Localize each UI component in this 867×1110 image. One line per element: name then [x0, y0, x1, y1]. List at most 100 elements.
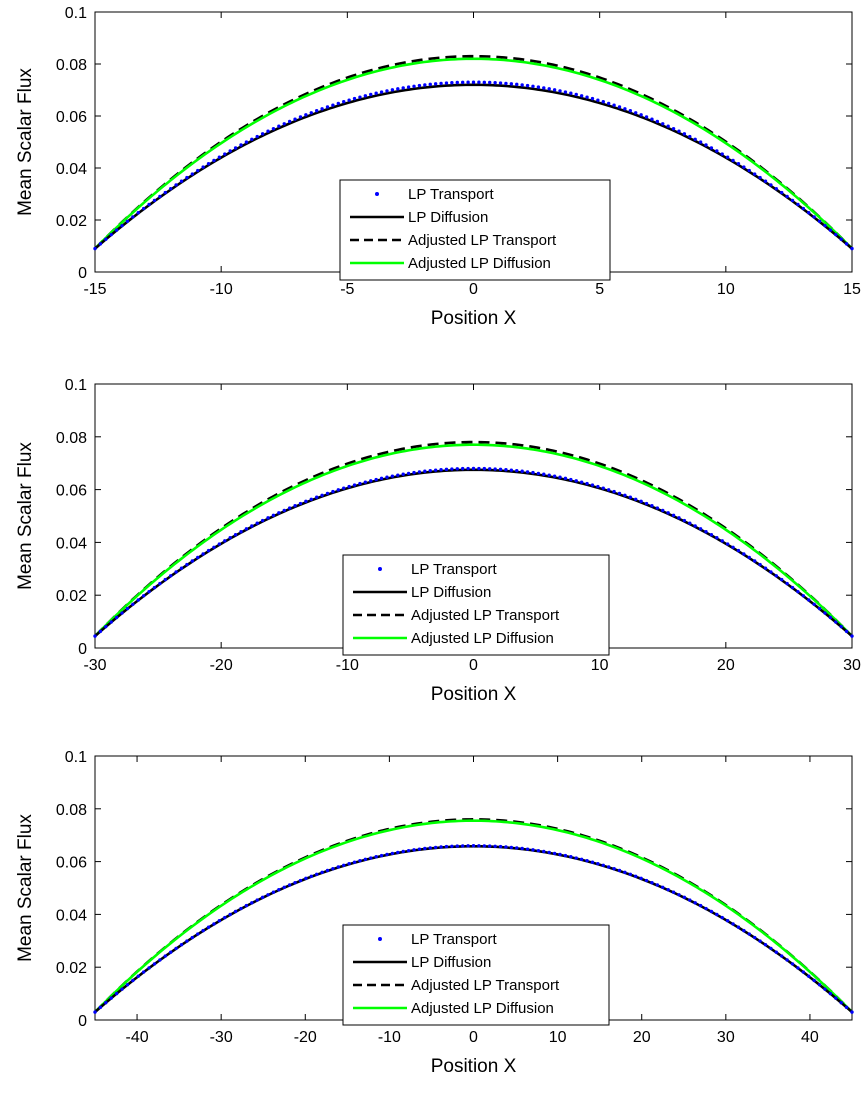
data-point — [136, 211, 140, 215]
data-point — [531, 84, 535, 89]
y-axis-label: Mean Scalar Flux — [15, 68, 36, 216]
data-point — [725, 542, 730, 546]
x-tick-label: -20 — [294, 1029, 317, 1046]
x-tick-label: 0 — [469, 281, 478, 298]
data-point — [628, 109, 633, 113]
data-point — [466, 466, 470, 471]
data-point — [617, 105, 622, 109]
series-line-adj-diffusion — [94, 819, 853, 1013]
data-point — [569, 477, 573, 482]
data-point — [482, 466, 487, 471]
data-point — [471, 844, 476, 848]
data-point — [812, 215, 816, 219]
data-point — [331, 103, 335, 107]
data-point — [688, 134, 692, 139]
data-point — [406, 471, 411, 476]
data-point — [515, 82, 519, 87]
data-point — [720, 152, 724, 156]
y-tick-label: 0.04 — [56, 907, 87, 924]
data-point — [217, 155, 222, 159]
data-point — [379, 853, 384, 858]
data-point — [704, 143, 708, 147]
data-point — [428, 846, 432, 850]
data-point — [239, 530, 243, 534]
data-point — [677, 516, 681, 520]
data-point — [466, 844, 470, 848]
x-tick-label: 10 — [717, 281, 735, 298]
data-point — [606, 488, 611, 492]
data-point — [131, 602, 135, 606]
data-point — [790, 585, 795, 590]
data-point — [812, 978, 816, 983]
data-point — [379, 90, 384, 94]
data-point — [293, 504, 297, 508]
data-point — [450, 81, 454, 85]
data-point — [379, 476, 384, 481]
data-point — [666, 888, 670, 892]
data-point — [709, 909, 714, 914]
data-point — [196, 168, 200, 173]
data-point — [504, 81, 508, 86]
data-point — [509, 468, 514, 472]
data-point — [774, 950, 778, 954]
data-point — [131, 978, 135, 983]
data-point — [309, 497, 313, 501]
data-point — [277, 888, 281, 892]
data-point — [493, 467, 497, 471]
data-point — [655, 119, 660, 124]
data-point — [498, 844, 503, 849]
data-point — [774, 186, 778, 191]
legend-label: Adjusted LP Transport — [408, 232, 557, 249]
data-point — [639, 876, 643, 881]
x-tick-label: -10 — [378, 1029, 401, 1046]
y-tick-label: 0.02 — [56, 213, 87, 230]
data-point — [671, 513, 676, 518]
data-point — [471, 466, 476, 471]
data-point — [287, 119, 292, 124]
x-tick-label: 15 — [843, 281, 861, 298]
data-point — [542, 86, 546, 90]
data-point — [758, 562, 762, 567]
y-tick-label: 0.08 — [56, 430, 87, 447]
y-tick-label: 0.1 — [65, 377, 87, 394]
series-line-adj-diffusion — [94, 57, 853, 250]
data-point — [661, 885, 665, 890]
data-point — [136, 974, 140, 978]
data-point — [801, 206, 806, 211]
data-point — [223, 915, 227, 920]
data-point — [358, 95, 362, 99]
data-point — [569, 91, 573, 95]
data-point — [509, 82, 514, 86]
data-point — [639, 113, 643, 117]
data-point — [93, 246, 97, 251]
data-point — [417, 847, 422, 851]
data-point — [796, 202, 800, 207]
data-point — [255, 898, 259, 902]
data-point — [536, 471, 541, 476]
data-point — [255, 521, 259, 525]
data-point — [406, 85, 411, 89]
data-point — [801, 594, 806, 598]
series-lp-transport-points — [93, 844, 854, 1014]
data-point — [169, 950, 173, 954]
data-point — [190, 172, 195, 176]
data-point — [525, 847, 530, 851]
data-point — [347, 98, 351, 102]
data-point — [585, 859, 589, 863]
data-point — [709, 146, 714, 150]
data-point — [677, 893, 681, 897]
data-point — [774, 574, 778, 578]
legend: LP Transport LP Diffusion Adjusted LP Tran… — [342, 924, 610, 1026]
data-point — [834, 232, 838, 237]
data-point — [444, 467, 449, 472]
data-point — [450, 844, 454, 849]
data-point — [158, 194, 162, 199]
data-point — [336, 101, 341, 106]
data-point — [131, 215, 135, 219]
data-point — [520, 83, 524, 87]
data-point — [634, 111, 638, 115]
data-point — [141, 594, 146, 598]
data-point — [233, 533, 238, 537]
data-point — [260, 132, 265, 136]
data-point — [785, 958, 789, 962]
